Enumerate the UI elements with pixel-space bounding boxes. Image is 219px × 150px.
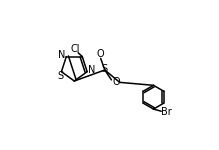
Text: N: N (58, 50, 65, 60)
Text: N: N (88, 65, 96, 75)
Text: O: O (112, 76, 120, 87)
Text: S: S (58, 71, 64, 81)
Text: S: S (102, 64, 108, 74)
Text: O: O (96, 49, 104, 59)
Text: Br: Br (161, 107, 171, 117)
Text: Cl: Cl (70, 44, 79, 54)
